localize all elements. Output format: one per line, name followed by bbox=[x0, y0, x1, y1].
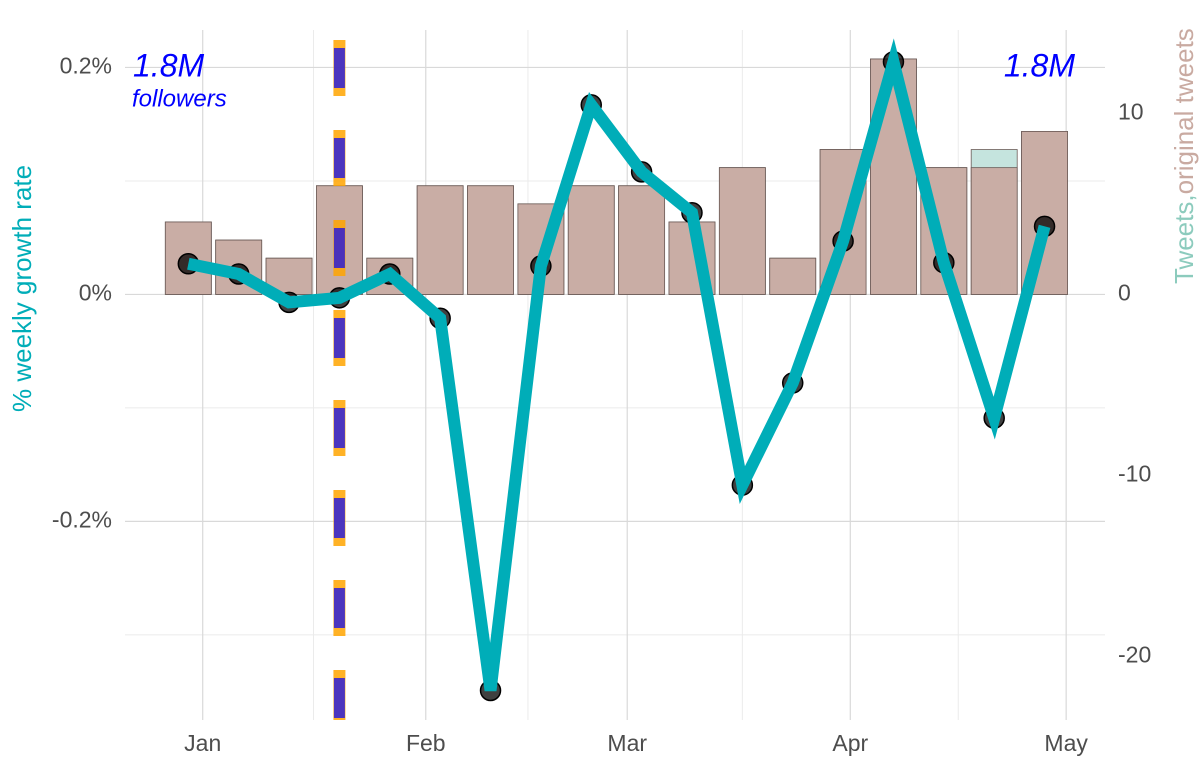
bar bbox=[718, 167, 766, 295]
y2-tick-label: 0 bbox=[1118, 279, 1131, 305]
y-tick-label: 0.2% bbox=[60, 53, 112, 79]
bar bbox=[467, 185, 514, 295]
y-tick-label: -0.2% bbox=[52, 506, 112, 532]
y-tick-label: 0% bbox=[79, 280, 112, 306]
annotation: 1.8M bbox=[1004, 47, 1075, 83]
bar bbox=[870, 58, 917, 295]
x-tick-label: Apr bbox=[832, 730, 868, 756]
y2-axis-label-part: Tweets, bbox=[1169, 194, 1199, 284]
annotation: followers bbox=[132, 85, 227, 112]
y2-tick-label: -20 bbox=[1118, 642, 1151, 668]
bar bbox=[416, 185, 464, 295]
annotation: 1.8M bbox=[133, 47, 204, 83]
y2-tick-label: -10 bbox=[1118, 461, 1151, 487]
line bbox=[187, 38, 1051, 692]
x-tick-label: Mar bbox=[607, 730, 647, 756]
y2-tick-label: 10 bbox=[1118, 98, 1144, 124]
y-axis-label: % weekly growth rate bbox=[7, 165, 37, 412]
x-tick-label: May bbox=[1044, 730, 1088, 756]
bar bbox=[567, 185, 615, 295]
x-tick-label: Jan bbox=[184, 730, 221, 756]
bar bbox=[970, 167, 1018, 295]
bar bbox=[618, 185, 666, 295]
x-tick-label: Feb bbox=[406, 730, 446, 756]
bar bbox=[769, 257, 817, 295]
y2-axis-label-part: original tweets bbox=[1169, 28, 1199, 194]
y2-axis-label: Tweets,original tweets bbox=[1169, 28, 1199, 284]
